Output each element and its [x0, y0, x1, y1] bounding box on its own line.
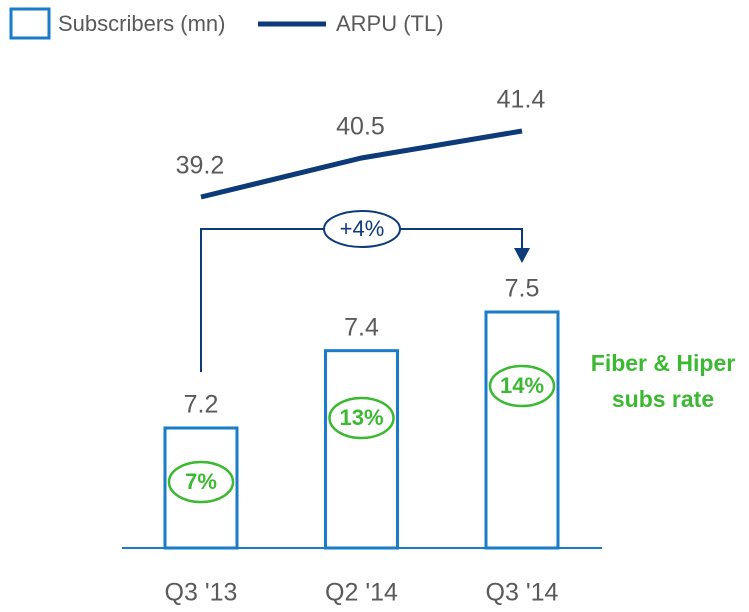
x-tick-label: Q3 '14 [486, 579, 559, 607]
legend-swatch-bar [9, 7, 51, 40]
subs-rate-badge [488, 364, 556, 408]
value-label: 40.5 [336, 113, 385, 141]
growth-badge [323, 210, 401, 248]
value-label: 39.2 [176, 152, 225, 180]
bar [324, 349, 399, 550]
legend-label: Subscribers (mn) [58, 11, 225, 36]
subs-rate-badge [167, 460, 235, 504]
value-label: 7.4 [344, 313, 379, 341]
subs-rate-label: 14% [500, 373, 544, 398]
subs-rate-label: 13% [339, 405, 383, 430]
growth-label: +4% [340, 216, 385, 241]
subs-rate-badge [328, 396, 395, 440]
value-label: 41.4 [497, 86, 546, 114]
line [200, 128, 523, 200]
subs-rate-label: 7% [185, 469, 217, 494]
legend-label: ARPU (TL) [336, 11, 444, 36]
x-tick-label: Q2 '14 [325, 579, 398, 607]
arrow-head [514, 248, 530, 263]
subs-rate-label: Fiber & Hiper subs rate [590, 350, 736, 412]
value-label: 7.5 [505, 275, 540, 303]
bar [484, 310, 560, 550]
bar [163, 426, 239, 550]
value-label: 7.2 [184, 391, 219, 419]
x-tick-label: Q3 '13 [165, 579, 238, 607]
